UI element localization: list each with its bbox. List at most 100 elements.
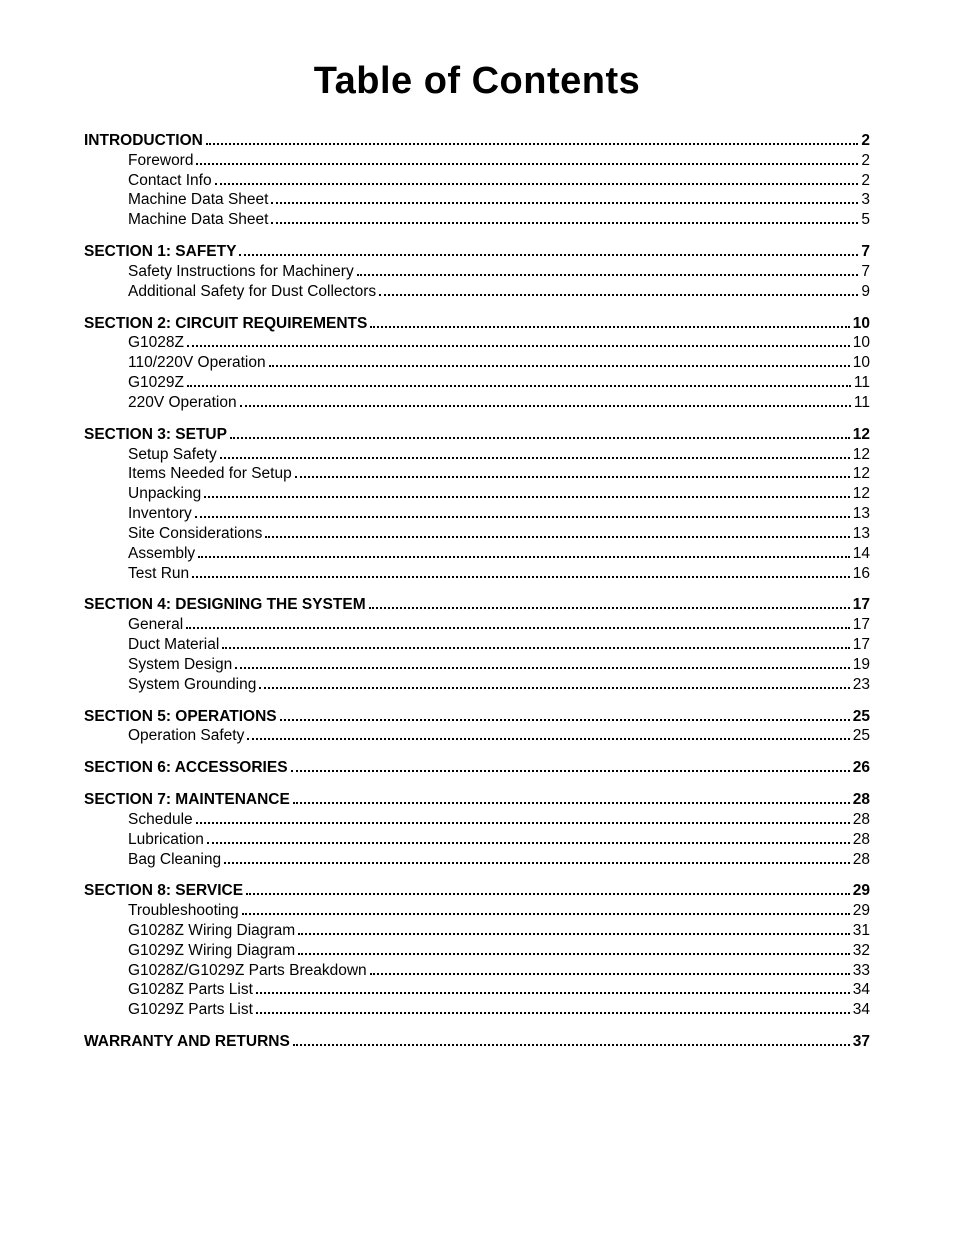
toc-sub-page: 34 xyxy=(853,1000,870,1020)
toc-heading-label: SECTION 7: MAINTENANCE xyxy=(84,790,290,810)
toc-leader xyxy=(207,830,850,844)
toc-sub-label: Additional Safety for Dust Collectors xyxy=(128,282,376,302)
toc-heading-page: 12 xyxy=(853,425,870,445)
toc-leader xyxy=(271,191,858,205)
toc-sub-page: 25 xyxy=(853,726,870,746)
toc-sub-page: 13 xyxy=(853,524,870,544)
toc-sub-row: Troubleshooting 29 xyxy=(84,901,870,921)
toc-leader xyxy=(293,790,850,804)
toc-heading-label: SECTION 6: ACCESSORIES xyxy=(84,758,288,778)
toc-sub-label: G1029Z xyxy=(128,373,184,393)
toc-leader xyxy=(256,1000,850,1014)
toc-leader xyxy=(195,504,850,518)
toc-sub-row: Test Run 16 xyxy=(84,564,870,584)
toc-sub-row: Bag Cleaning 28 xyxy=(84,850,870,870)
toc-leader xyxy=(230,425,850,439)
toc-sub-row: Items Needed for Setup 12 xyxy=(84,464,870,484)
toc-sub-label: System Grounding xyxy=(128,675,256,695)
toc-leader xyxy=(357,262,859,276)
toc-sub-label: G1029Z Wiring Diagram xyxy=(128,941,295,961)
toc-sub-page: 10 xyxy=(853,353,870,373)
toc-sub-page: 32 xyxy=(853,941,870,961)
toc-sub-row: G1028Z Wiring Diagram 31 xyxy=(84,921,870,941)
toc-heading-row: SECTION 6: ACCESSORIES 26 xyxy=(84,758,870,778)
toc-sub-label: System Design xyxy=(128,655,232,675)
toc-heading-row: SECTION 5: OPERATIONS 25 xyxy=(84,707,870,727)
toc-leader xyxy=(379,282,858,296)
toc-sub-label: Inventory xyxy=(128,504,192,524)
toc-sub-label: Setup Safety xyxy=(128,445,217,465)
toc-leader xyxy=(198,544,850,558)
toc-leader xyxy=(204,484,850,498)
toc-leader xyxy=(192,564,850,578)
toc-sub-row: G1029Z Parts List 34 xyxy=(84,1000,870,1020)
toc-heading-row: SECTION 2: CIRCUIT REQUIREMENTS 10 xyxy=(84,314,870,334)
toc-leader xyxy=(259,675,849,689)
toc-sub-row: System Grounding 23 xyxy=(84,675,870,695)
toc-leader xyxy=(370,961,850,975)
toc-heading-row: WARRANTY AND RETURNS 37 xyxy=(84,1032,870,1052)
toc-leader xyxy=(295,464,850,478)
toc-leader xyxy=(206,131,859,145)
toc-sub-page: 16 xyxy=(853,564,870,584)
toc-sub-page: 2 xyxy=(861,151,870,171)
toc-sub-label: Duct Material xyxy=(128,635,219,655)
toc-leader xyxy=(291,758,850,772)
toc-sub-label: G1028Z Parts List xyxy=(128,980,253,1000)
toc-leader xyxy=(247,726,849,740)
toc-section: SECTION 5: OPERATIONS 25Operation Safety… xyxy=(84,707,870,747)
toc-sub-page: 7 xyxy=(861,262,870,282)
toc-sub-row: Duct Material 17 xyxy=(84,635,870,655)
toc-sub-page: 29 xyxy=(853,901,870,921)
toc-section: SECTION 1: SAFETY 7Safety Instructions f… xyxy=(84,242,870,301)
toc-sub-page: 34 xyxy=(853,980,870,1000)
toc-heading-label: SECTION 3: SETUP xyxy=(84,425,227,445)
toc-sub-page: 10 xyxy=(853,333,870,353)
toc-sub-page: 5 xyxy=(861,210,870,230)
toc-leader xyxy=(293,1032,850,1046)
table-of-contents: INTRODUCTION 2Foreword 2Contact Info 2 Ma… xyxy=(84,131,870,1052)
toc-leader xyxy=(246,881,850,895)
toc-sub-page: 19 xyxy=(853,655,870,675)
toc-sub-label: Contact Info xyxy=(128,171,212,191)
toc-section: WARRANTY AND RETURNS 37 xyxy=(84,1032,870,1052)
toc-sub-page: 9 xyxy=(861,282,870,302)
toc-sub-label: Site Considerations xyxy=(128,524,262,544)
toc-leader xyxy=(298,941,850,955)
toc-sub-row: Operation Safety 25 xyxy=(84,726,870,746)
toc-sub-row: Inventory 13 xyxy=(84,504,870,524)
toc-sub-label: General xyxy=(128,615,183,635)
toc-leader xyxy=(215,171,859,185)
toc-sub-page: 2 xyxy=(861,171,870,191)
toc-sub-page: 31 xyxy=(853,921,870,941)
toc-heading-page: 17 xyxy=(853,595,870,615)
toc-heading-row: SECTION 8: SERVICE 29 xyxy=(84,881,870,901)
toc-sub-row: G1029Z Wiring Diagram 32 xyxy=(84,941,870,961)
toc-section: SECTION 4: DESIGNING THE SYSTEM 17Genera… xyxy=(84,595,870,694)
toc-leader xyxy=(240,393,851,407)
toc-sub-row: Additional Safety for Dust Collectors 9 xyxy=(84,282,870,302)
toc-leader xyxy=(239,242,858,256)
toc-heading-page: 2 xyxy=(861,131,870,151)
toc-sub-row: Lubrication 28 xyxy=(84,830,870,850)
toc-heading-label: WARRANTY AND RETURNS xyxy=(84,1032,290,1052)
toc-leader xyxy=(269,353,850,367)
toc-sub-label: Machine Data Sheet xyxy=(128,190,268,210)
toc-sub-label: G1028Z/G1029Z Parts Breakdown xyxy=(128,961,367,981)
toc-sub-row: Foreword 2 xyxy=(84,151,870,171)
toc-heading-label: INTRODUCTION xyxy=(84,131,203,151)
toc-sub-row: G1028Z Parts List 34 xyxy=(84,980,870,1000)
toc-leader xyxy=(235,655,850,669)
toc-sub-row: Machine Data Sheet 5 xyxy=(84,210,870,230)
toc-sub-label: Safety Instructions for Machinery xyxy=(128,262,354,282)
toc-heading-page: 26 xyxy=(853,758,870,778)
toc-section: SECTION 3: SETUP 12Setup Safety 12Items … xyxy=(84,425,870,584)
toc-sub-page: 11 xyxy=(854,393,870,413)
toc-sub-page: 17 xyxy=(853,615,870,635)
toc-heading-page: 7 xyxy=(861,242,870,262)
toc-leader xyxy=(222,635,849,649)
toc-leader xyxy=(187,373,851,387)
toc-leader xyxy=(298,921,850,935)
toc-sub-label: G1028Z xyxy=(128,333,184,353)
toc-sub-page: 12 xyxy=(853,445,870,465)
